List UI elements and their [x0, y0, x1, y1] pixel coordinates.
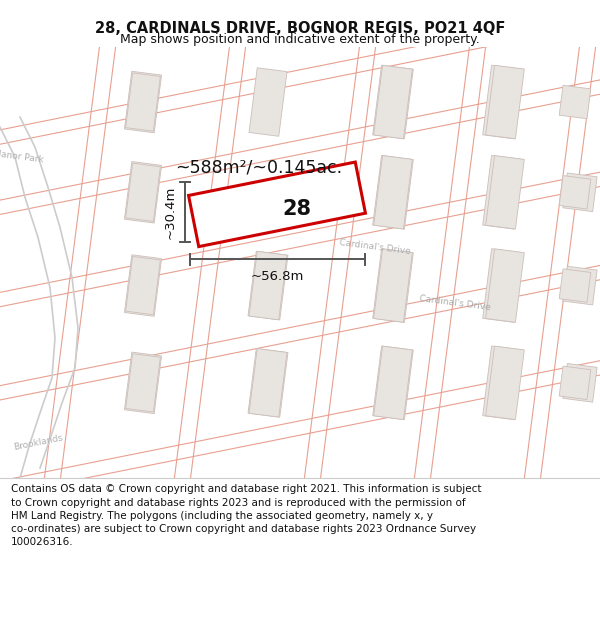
Polygon shape: [248, 349, 288, 418]
Polygon shape: [485, 156, 524, 229]
Polygon shape: [482, 346, 523, 420]
Polygon shape: [559, 366, 591, 399]
Polygon shape: [374, 346, 412, 419]
Polygon shape: [563, 266, 597, 305]
Polygon shape: [248, 251, 288, 320]
Polygon shape: [249, 68, 287, 136]
Polygon shape: [124, 352, 161, 414]
Polygon shape: [124, 71, 161, 132]
Polygon shape: [563, 173, 597, 212]
Text: to Crown copyright and database rights 2023 and is reproduced with the permissio: to Crown copyright and database rights 2…: [11, 498, 466, 508]
Polygon shape: [373, 65, 413, 139]
Polygon shape: [125, 163, 160, 221]
Text: Cardinal's Drive: Cardinal's Drive: [419, 294, 491, 312]
Polygon shape: [124, 161, 161, 223]
Polygon shape: [559, 86, 591, 119]
Text: ~30.4m: ~30.4m: [164, 186, 177, 239]
Text: Manor Park: Manor Park: [0, 149, 44, 165]
Polygon shape: [482, 249, 523, 322]
Polygon shape: [374, 65, 412, 139]
Text: co-ordinates) are subject to Crown copyright and database rights 2023 Ordnance S: co-ordinates) are subject to Crown copyr…: [11, 524, 476, 534]
Text: 28: 28: [283, 199, 311, 219]
Polygon shape: [563, 364, 597, 402]
Polygon shape: [374, 156, 412, 229]
Polygon shape: [373, 346, 413, 420]
Polygon shape: [125, 73, 160, 131]
Polygon shape: [485, 65, 524, 139]
Text: ~56.8m: ~56.8m: [251, 269, 304, 282]
Polygon shape: [485, 249, 524, 322]
Text: Cardinal's Drive: Cardinal's Drive: [339, 238, 411, 256]
Text: ~588m²/~0.145ac.: ~588m²/~0.145ac.: [175, 158, 342, 176]
Polygon shape: [249, 349, 287, 417]
Text: Map shows position and indicative extent of the property.: Map shows position and indicative extent…: [120, 32, 480, 46]
Text: 28, CARDINALS DRIVE, BOGNOR REGIS, PO21 4QF: 28, CARDINALS DRIVE, BOGNOR REGIS, PO21 …: [95, 21, 505, 36]
Text: Contains OS data © Crown copyright and database right 2021. This information is : Contains OS data © Crown copyright and d…: [11, 484, 481, 494]
Polygon shape: [482, 65, 523, 139]
Polygon shape: [125, 256, 160, 315]
Text: HM Land Registry. The polygons (including the associated geometry, namely x, y: HM Land Registry. The polygons (includin…: [11, 511, 433, 521]
Polygon shape: [374, 249, 412, 322]
Polygon shape: [188, 162, 365, 247]
Polygon shape: [373, 249, 413, 322]
Polygon shape: [485, 346, 524, 419]
Polygon shape: [249, 251, 287, 320]
Polygon shape: [373, 156, 413, 229]
Polygon shape: [559, 176, 591, 209]
Polygon shape: [125, 354, 160, 412]
Polygon shape: [559, 269, 591, 302]
Polygon shape: [482, 156, 523, 229]
Text: Brooklands: Brooklands: [13, 434, 64, 452]
Polygon shape: [124, 255, 161, 316]
Text: 100026316.: 100026316.: [11, 537, 73, 547]
